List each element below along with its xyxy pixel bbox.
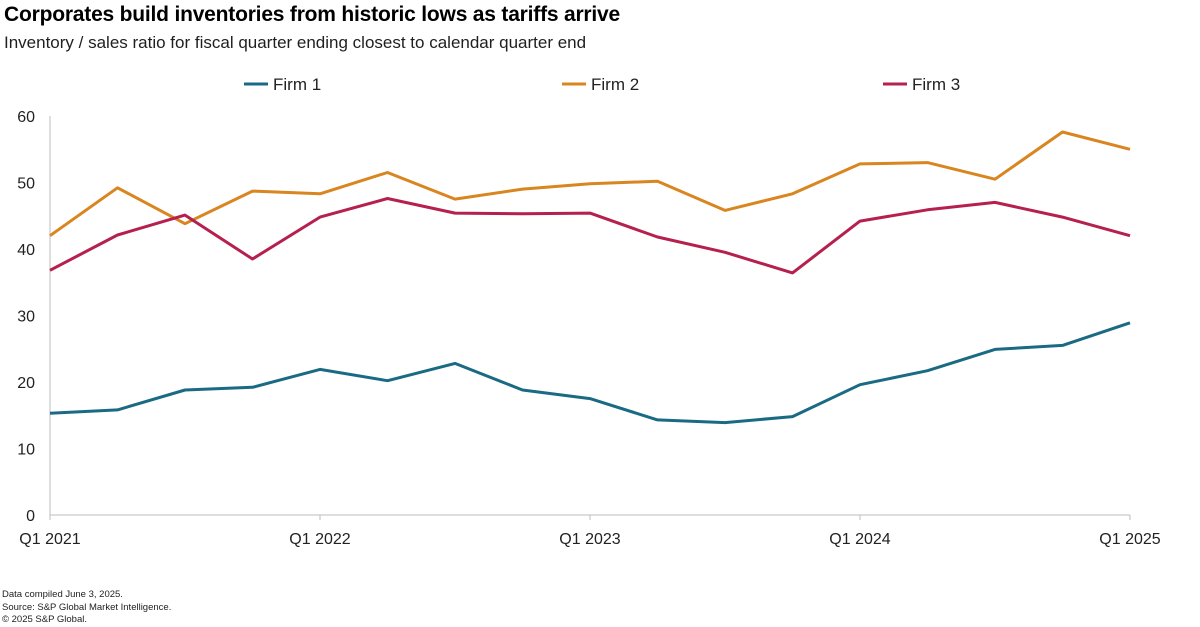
y-tick-label: 60 [17,109,35,126]
series-line-firm-3 [49,197,1131,275]
footer-notes: Data compiled June 3, 2025. Source: S&P … [2,589,171,627]
series-line-firm-1 [49,321,1131,425]
y-tick-label: 20 [17,375,35,392]
legend-label: Firm 2 [591,75,639,94]
series-line-firm-2 [49,130,1131,237]
y-tick-label: 30 [17,309,35,326]
axes: 0 10 20 30 40 50 60 Q1 2021 Q1 2022 Q1 2023 Q1 202… [17,109,1161,548]
y-tick-label: 50 [17,176,35,193]
x-tick-label: Q1 2025 [1099,531,1160,548]
footer-source-note: Source: S&P Global Market Intelligence. [2,601,172,613]
x-tick-label: Q1 2023 [559,531,620,548]
x-tick-label: Q1 2024 [829,531,890,548]
legend-item-firm-1: Firm 1 [244,75,321,94]
legend-label: Firm 1 [273,75,321,94]
chart-subtitle: Inventory / sales ratio for fiscal quart… [4,33,587,52]
legend-item-firm-3: Firm 3 [883,75,960,94]
legend-item-firm-2: Firm 2 [562,75,639,94]
chart-title: Corporates build inventories from histor… [4,3,620,26]
y-tick-label: 10 [17,442,35,459]
series-lines [49,130,1131,425]
x-tick-label: Q1 2022 [289,531,350,548]
legend-label: Firm 3 [912,75,960,94]
y-tick-label: 0 [26,508,35,525]
footer-compiled-note: Data compiled June 3, 2025. [2,589,123,600]
footer-copyright-note: © 2025 S&P Global. [2,614,87,625]
x-tick-label: Q1 2021 [19,531,80,548]
y-tick-label: 40 [17,242,35,259]
legend: Firm 1 Firm 2 Firm 3 [244,75,960,94]
